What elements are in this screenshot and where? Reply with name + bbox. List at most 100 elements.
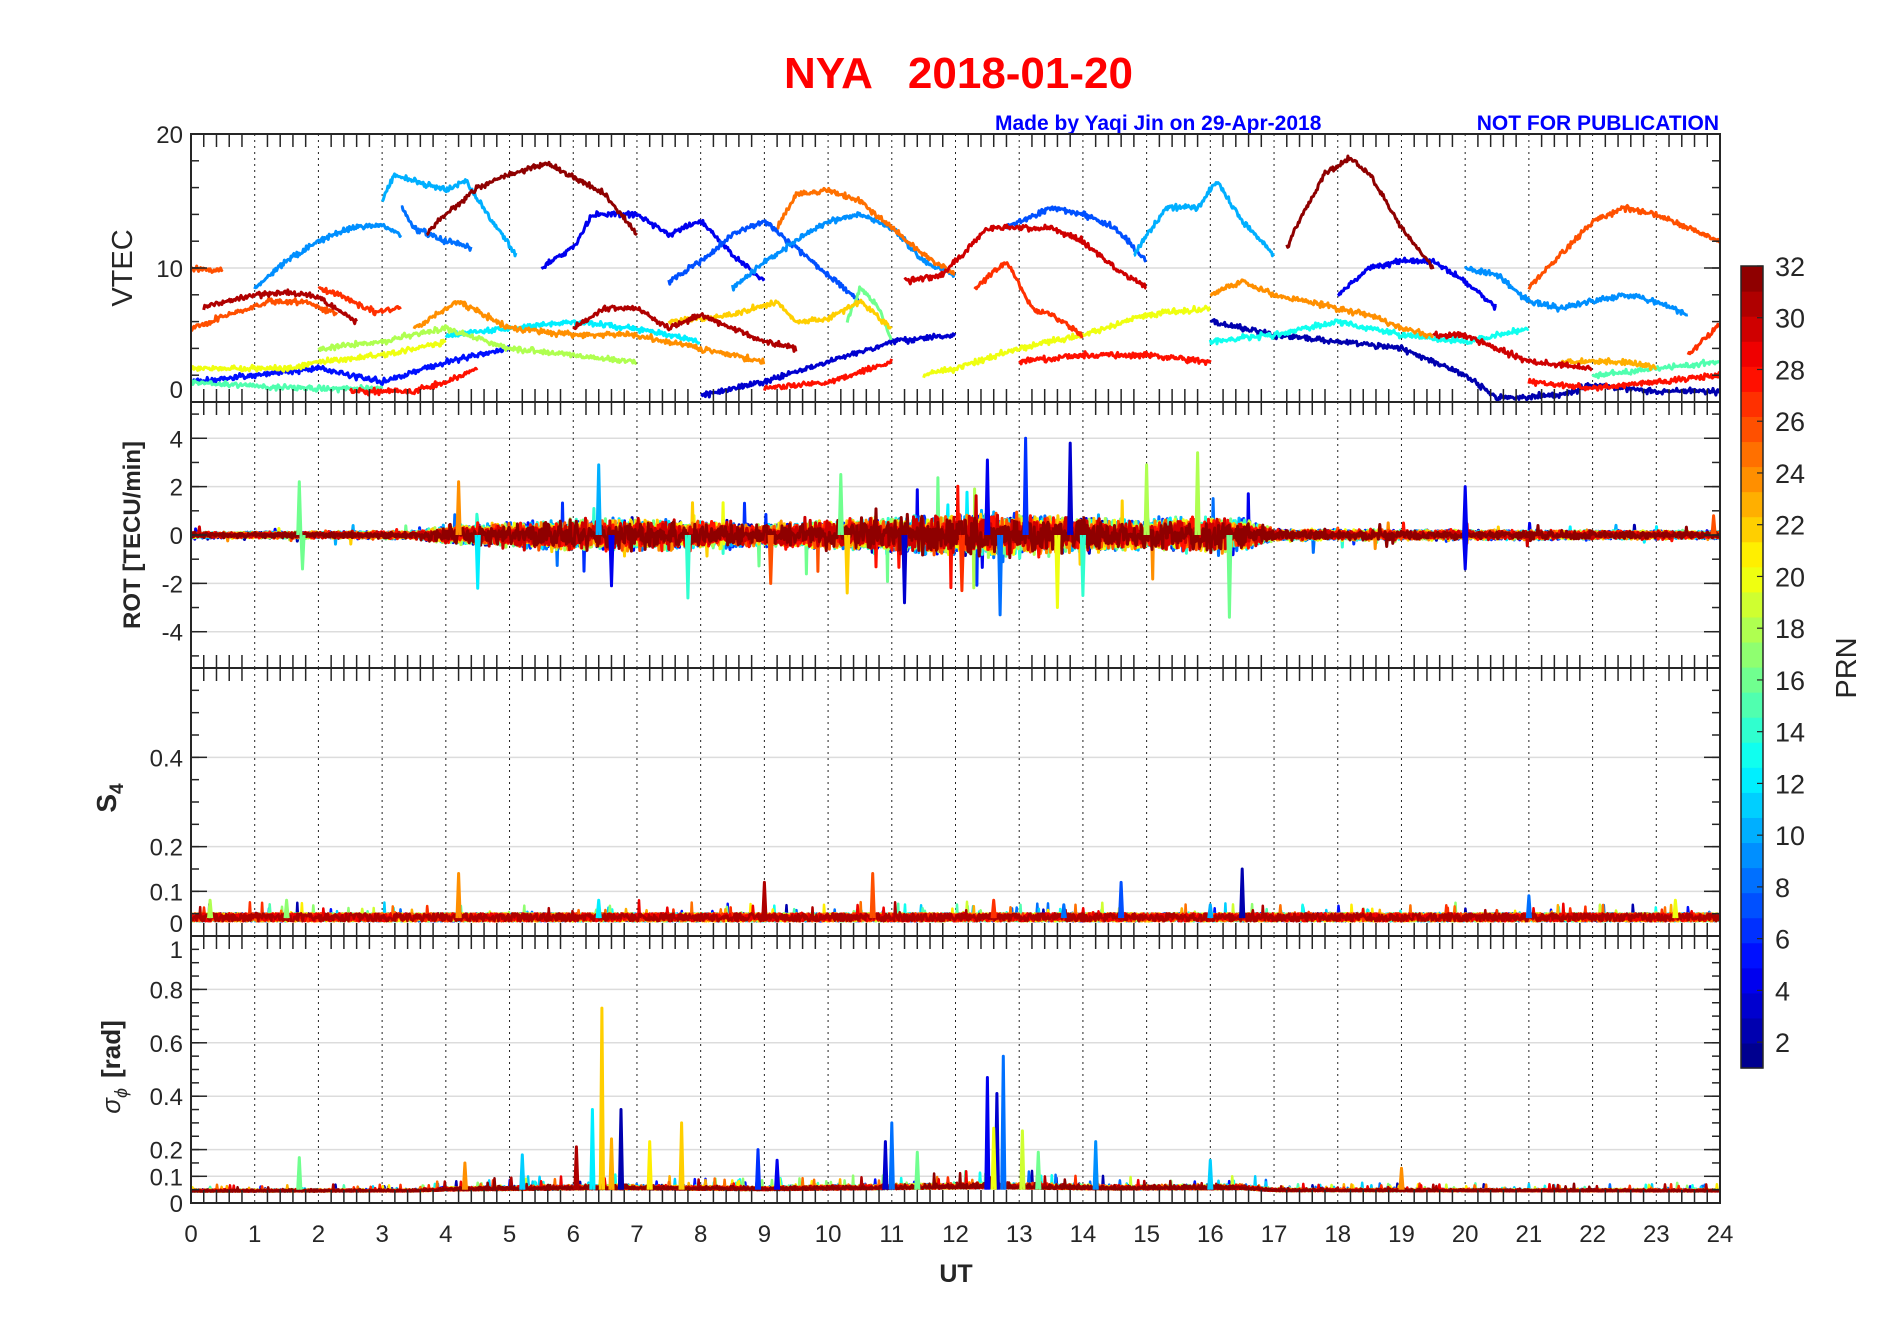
s4-spike-prn-24 (455, 872, 462, 919)
x-tick-label: 1 (248, 1221, 261, 1248)
sigma-ylabel-sub: ϕ (111, 1088, 131, 1098)
colorbar-tick-label: 16 (1775, 666, 1805, 696)
vtec-series-prn-7 (667, 219, 862, 304)
x-axis-label: UT (939, 1260, 972, 1288)
sigma-spike-prn-12 (589, 1108, 596, 1190)
vtec-series-prn-4 (1336, 256, 1497, 311)
rot-ylabel: ROT [TECU/min] (119, 441, 146, 629)
colorbar-band (1741, 541, 1763, 568)
x-tick-label: 12 (942, 1221, 969, 1248)
s4-ylabel-sub: 4 (107, 783, 128, 794)
colorbar-band (1741, 416, 1763, 443)
colorbar-band (1741, 266, 1763, 292)
vtec-series-prn-18 (317, 324, 638, 366)
colorbar-band (1741, 1017, 1763, 1044)
sigma-data (191, 1006, 1720, 1193)
rot-spike-prn-26 (767, 534, 774, 585)
colorbar-band (1741, 842, 1763, 869)
colorbar-band (1741, 341, 1763, 367)
sigma-series-prn-32 (191, 1171, 1720, 1193)
rot-spike-prn-20 (1054, 534, 1061, 609)
s4-spike-prn-31 (761, 880, 768, 919)
x-tick-label: 10 (815, 1221, 842, 1248)
x-tick-label: 3 (375, 1221, 388, 1248)
s4-series-prn-31 (191, 901, 1720, 923)
colorbar-tick-label: 14 (1775, 718, 1805, 748)
s4-spike-prn-8 (1525, 894, 1532, 919)
vtec-ylabel: VTEC (107, 229, 139, 306)
colorbar-band (1741, 366, 1763, 392)
sigma-spike-prn-2 (617, 1108, 625, 1190)
vtec-series-prn-27 (973, 261, 1084, 339)
colorbar-band (1741, 616, 1763, 643)
colorbar-band (1741, 591, 1763, 618)
rot-spike-prn-16 (296, 480, 303, 536)
rot-spike-prn-10 (595, 463, 602, 536)
colorbar-band (1741, 391, 1763, 417)
s4-ylabel: S4 (91, 783, 128, 813)
sigma-spike-prn-16 (1035, 1150, 1042, 1190)
sigma-spike-prn-8 (888, 1121, 895, 1190)
vtec-series-prn-20 (191, 338, 447, 373)
vtec-series-prn-26 (191, 297, 339, 332)
sigma-panel: 00.10.2 0.4 0.6 0.8 1 (150, 935, 1721, 1218)
s4-ytick-label: 0.2 (150, 835, 183, 862)
sigma-spike-prn-6 (754, 1148, 762, 1190)
vtec-series-prn-9 (253, 222, 403, 290)
vtec-series-prn-28 (1018, 350, 1212, 366)
x-tick-label: 8 (694, 1221, 707, 1248)
sigma-ytick-label: 0.4 (150, 1084, 183, 1111)
rot-spike-prn-4 (608, 534, 615, 588)
s4-data (191, 867, 1720, 923)
sigma-ylabel-unit: [rad] (96, 1020, 126, 1078)
colorbar-tick-label: 2 (1775, 1028, 1790, 1058)
colorbar-tick-label: 22 (1775, 511, 1805, 541)
vtec-series-prn-30 (903, 223, 1147, 290)
sigma-spike-prn-16 (914, 1150, 921, 1190)
rot-spike-prn-6 (1022, 436, 1029, 536)
sigma-spike-prn-23 (608, 1137, 615, 1190)
rot-spike-prn-14 (1079, 534, 1086, 597)
sigma-ytick-label: 0 (170, 1191, 183, 1218)
s4-spike-prn-10 (1207, 903, 1214, 919)
x-tick-label: 14 (1070, 1221, 1097, 1248)
x-tick-label: 4 (439, 1221, 452, 1248)
sigma-spike-prn-24 (1398, 1166, 1405, 1190)
x-tick-label: 22 (1579, 1221, 1606, 1248)
s4-panel: 0 0.1 0.2 0.4 (150, 667, 1721, 938)
rot-spike-prn-4 (1462, 485, 1469, 536)
s4-spike-prn-27 (990, 898, 997, 919)
vtec-series-prn-31 (572, 304, 798, 353)
vtec-series-prn-27 (317, 286, 402, 317)
vtec-series-prn-9 (1463, 265, 1689, 317)
x-tick-label: 21 (1516, 1221, 1543, 1248)
s4-spike-prn-12 (595, 898, 602, 919)
colorbar-frame (1740, 265, 1764, 1069)
vtec-series-prn-12 (444, 319, 701, 345)
sigma-ylabel-main: σ (96, 1097, 126, 1114)
vtec-ytick-label: 10 (156, 256, 183, 283)
s4-spike-prn-26 (869, 872, 876, 919)
s4-ytick-label: 0 (170, 911, 183, 938)
colorbar-tick-label: 32 (1775, 252, 1805, 282)
colorbar-tick-label: 28 (1775, 355, 1805, 385)
x-tick-label: 7 (630, 1221, 643, 1248)
colorbar-band (1741, 792, 1763, 818)
rot-spike-prn-18 (1194, 451, 1201, 536)
colorbar-label: PRN (1831, 637, 1863, 698)
vtec-series-prn-32 (426, 160, 639, 237)
colorbar-band (1741, 992, 1763, 1019)
colorbar-tick-label: 18 (1775, 614, 1805, 644)
colorbar-band (1741, 892, 1763, 919)
rot-spike-prn-16 (299, 534, 306, 571)
rot-ytick-label: -4 (162, 620, 183, 647)
vtec-data (191, 154, 1720, 402)
colorbar-band (1741, 516, 1763, 543)
sigma-spike-prn-31 (573, 1145, 580, 1190)
x-tick-label: 18 (1324, 1221, 1351, 1248)
sigma-spike-prn-22 (598, 1006, 605, 1190)
colorbar-band (1741, 817, 1763, 844)
x-tick-label: 24 (1707, 1221, 1734, 1248)
sigma-spike-prn-20 (990, 1126, 997, 1190)
sigma-spike-prn-24 (461, 1161, 468, 1190)
